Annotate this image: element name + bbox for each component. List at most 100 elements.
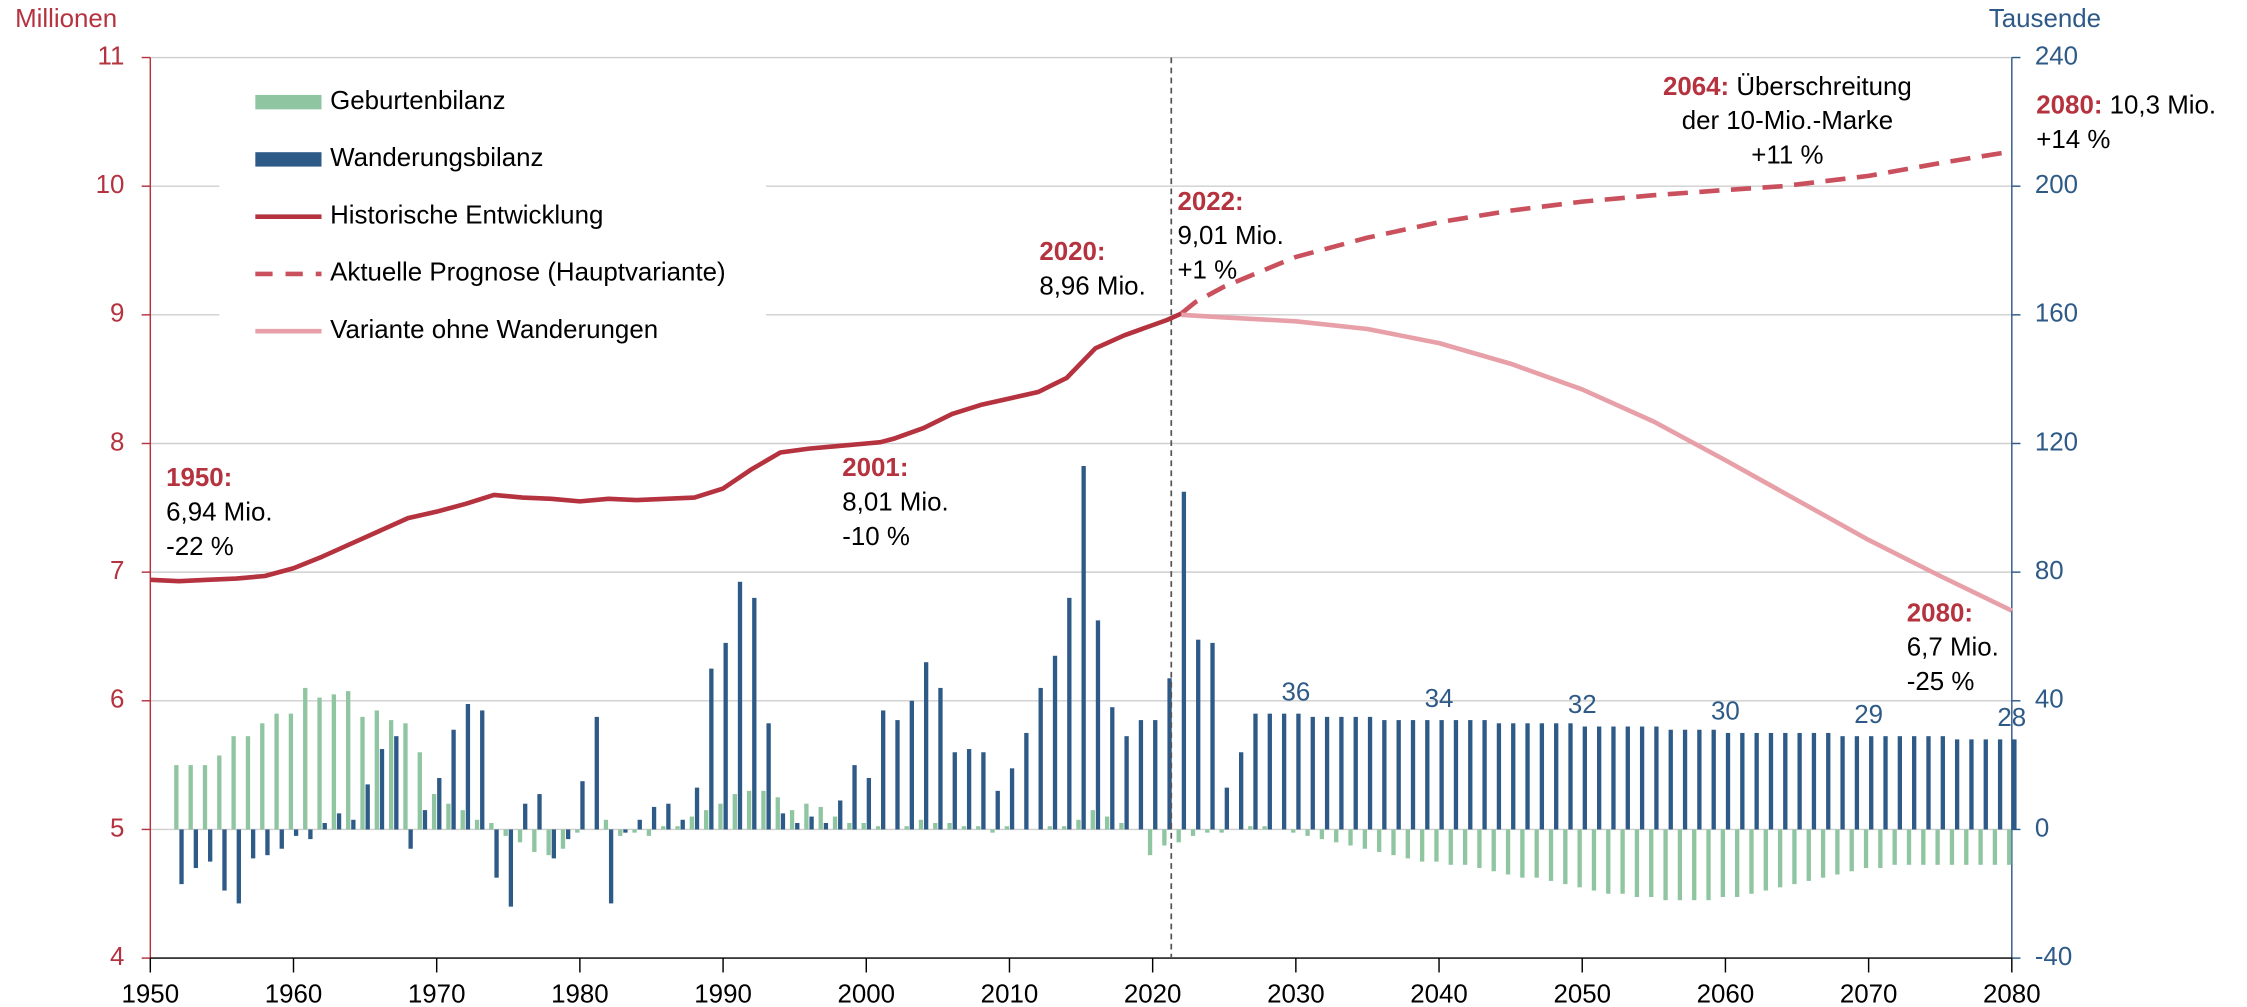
- y2-tick-label: 120: [2035, 428, 2078, 456]
- bar: [746, 790, 752, 830]
- bar: [1797, 732, 1802, 830]
- bar: [1153, 720, 1158, 830]
- bar: [474, 819, 480, 830]
- bar: [1448, 829, 1453, 865]
- bar: [451, 729, 456, 830]
- bar: [1720, 829, 1725, 897]
- bar: [1811, 732, 1817, 830]
- bar: [1496, 723, 1502, 830]
- bar: [1353, 716, 1358, 830]
- bar: [1110, 707, 1115, 830]
- y-tick-label: 6: [110, 686, 124, 714]
- bar: [1396, 720, 1401, 830]
- bar: [245, 736, 251, 830]
- x-tick-label: 2040: [1410, 980, 1468, 1007]
- bar: [961, 826, 967, 830]
- annotation-head-text: 2022:: [1177, 188, 1243, 216]
- bar: [1453, 720, 1459, 830]
- bar: [709, 668, 714, 830]
- y-tick-label: 10: [96, 171, 125, 199]
- bar: [1291, 829, 1296, 833]
- bar: [637, 819, 642, 830]
- bar: [1419, 829, 1425, 862]
- bar: [408, 829, 413, 849]
- data-label: 34: [1425, 685, 1454, 713]
- bar: [1267, 713, 1272, 830]
- bar: [976, 826, 981, 830]
- bar: [322, 823, 327, 830]
- bar: [933, 823, 938, 830]
- bar: [1940, 736, 1945, 830]
- bar: [809, 816, 814, 830]
- bar: [923, 662, 929, 830]
- bar: [909, 700, 914, 830]
- bar: [995, 790, 1000, 830]
- bar: [789, 810, 795, 830]
- bar: [1969, 739, 1974, 830]
- x-tick-label: 2010: [981, 980, 1039, 1007]
- bar: [1706, 829, 1711, 901]
- bar: [1425, 720, 1430, 830]
- bar: [365, 784, 370, 830]
- bar: [1582, 726, 1587, 830]
- bar: [594, 716, 599, 830]
- bar: [990, 829, 995, 833]
- bar: [1763, 829, 1768, 891]
- y2-tick-label: 160: [2035, 300, 2078, 328]
- bar: [202, 765, 208, 830]
- bar: [704, 810, 709, 830]
- bar: [603, 819, 609, 830]
- bar: [1167, 678, 1172, 830]
- bar: [1554, 723, 1559, 830]
- x-tick-label: 2060: [1697, 980, 1755, 1007]
- bar: [346, 691, 351, 830]
- bar: [2007, 829, 2012, 865]
- bar: [918, 819, 924, 830]
- bar: [179, 829, 184, 885]
- bar: [1339, 716, 1344, 830]
- bar: [1954, 739, 1960, 830]
- bar: [1004, 826, 1010, 830]
- bar: [465, 704, 471, 830]
- bar: [1052, 655, 1058, 830]
- bar: [1921, 829, 1926, 865]
- annotation-text: 6,94 Mio.: [166, 498, 272, 526]
- bar: [1783, 732, 1788, 830]
- bar: [1224, 787, 1230, 830]
- bar: [795, 823, 800, 830]
- bar: [1883, 736, 1888, 830]
- legend-label: Historische Entwicklung: [330, 201, 603, 229]
- legend-label: Wanderungsbilanz: [330, 144, 543, 172]
- bar: [1826, 732, 1831, 830]
- bar: [1319, 829, 1325, 840]
- legend-swatch: [255, 152, 322, 167]
- y2-tick-label: 240: [2035, 42, 2078, 70]
- y-tick-label: 5: [110, 814, 124, 842]
- bar: [2012, 739, 2017, 830]
- bar: [431, 794, 437, 830]
- y-tick-label: 9: [110, 300, 124, 328]
- bar: [847, 823, 852, 830]
- bar: [1668, 729, 1673, 830]
- data-label: 32: [1568, 691, 1597, 719]
- bar: [1391, 829, 1396, 856]
- bar: [1835, 829, 1840, 875]
- y2-tick-label: 80: [2035, 557, 2064, 585]
- annotation-head: 2022:: [1177, 188, 1243, 216]
- annotation-text: +1 %: [1177, 257, 1237, 285]
- bar: [1439, 720, 1444, 830]
- bar: [1024, 732, 1029, 830]
- bar: [303, 687, 308, 830]
- bar: [1138, 720, 1144, 830]
- bar: [1912, 736, 1917, 830]
- bar: [1104, 816, 1110, 830]
- bar: [881, 710, 886, 830]
- bar: [274, 713, 279, 830]
- bar: [222, 829, 227, 891]
- annotation-head: 1950:: [166, 464, 232, 492]
- bar: [1047, 826, 1052, 830]
- legend-label: Aktuelle Prognose (Hauptvariante): [330, 259, 726, 287]
- bar: [623, 829, 628, 833]
- bar: [646, 829, 652, 836]
- legend: Geburtenbilanz Wanderungsbilanz Historisch…: [219, 71, 767, 357]
